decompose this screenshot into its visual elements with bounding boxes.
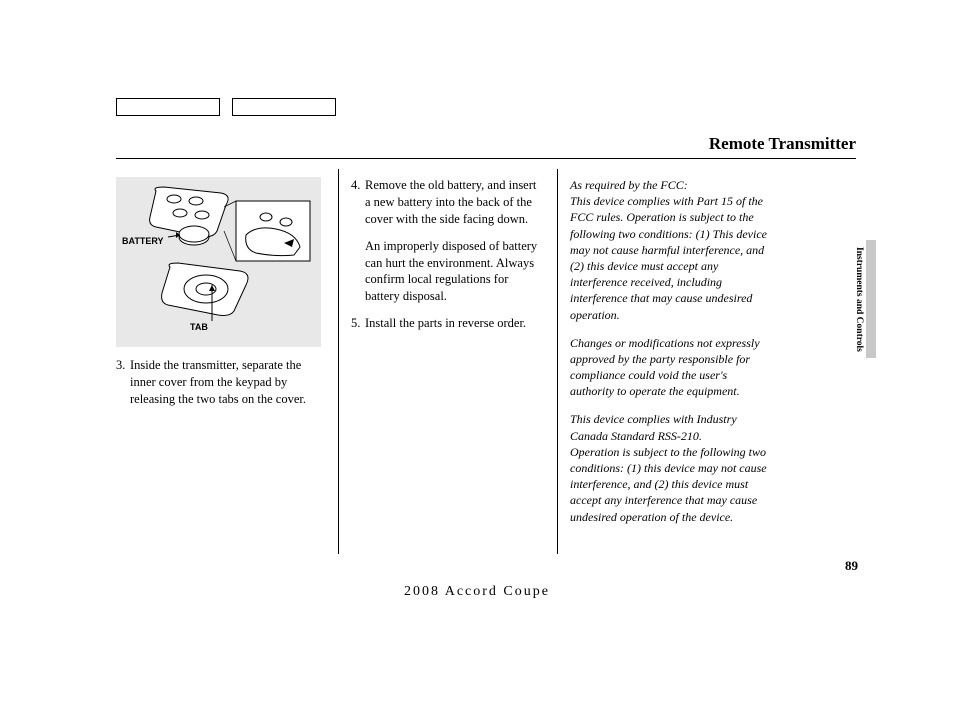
section-side-tab (866, 240, 876, 358)
top-boxes-row (116, 98, 856, 116)
fcc-p2: Changes or modifications not expressly a… (570, 335, 768, 400)
section-side-label: Instruments and Controls (854, 240, 864, 358)
top-box-1 (116, 98, 220, 116)
figure-label-tab: TAB (190, 321, 208, 333)
ic-p1: This device complies with Industry Canad… (570, 411, 768, 443)
fcc-heading: As required by the FCC: (570, 177, 768, 193)
header-bar: Remote Transmitter (116, 134, 856, 159)
footer-model-year: 2008 Accord Coupe (0, 584, 954, 600)
fcc-p1: This device complies with Part 15 of the… (570, 193, 768, 323)
column-3: As required by the FCC: This device comp… (558, 169, 780, 554)
content-columns: BATTERY TAB 3. Inside the transmitter, s… (116, 169, 856, 554)
transmitter-figure: BATTERY TAB (116, 177, 321, 347)
step-4-text: Remove the old battery, and insert a new… (365, 177, 545, 228)
step-4-number: 4. (351, 177, 365, 228)
step-4-sub: An improperly disposed of battery can hu… (365, 238, 545, 306)
figure-label-battery: BATTERY (122, 235, 164, 247)
page-title: Remote Transmitter (709, 134, 856, 154)
top-box-2 (232, 98, 336, 116)
step-4: 4. Remove the old battery, and insert a … (351, 177, 545, 228)
step-5-text: Install the parts in reverse order. (365, 315, 545, 332)
ic-p2: Operation is subject to the following tw… (570, 444, 768, 525)
page-content: Remote Transmitter (116, 98, 856, 554)
step-3: 3. Inside the transmitter, separate the … (116, 357, 326, 408)
figure-svg (116, 177, 321, 347)
step-3-number: 3. (116, 357, 130, 408)
column-2: 4. Remove the old battery, and insert a … (338, 169, 558, 554)
page-number: 89 (845, 558, 858, 574)
step-5-number: 5. (351, 315, 365, 332)
column-1: BATTERY TAB 3. Inside the transmitter, s… (116, 169, 338, 554)
step-5: 5. Install the parts in reverse order. (351, 315, 545, 332)
step-3-text: Inside the transmitter, separate the inn… (130, 357, 326, 408)
